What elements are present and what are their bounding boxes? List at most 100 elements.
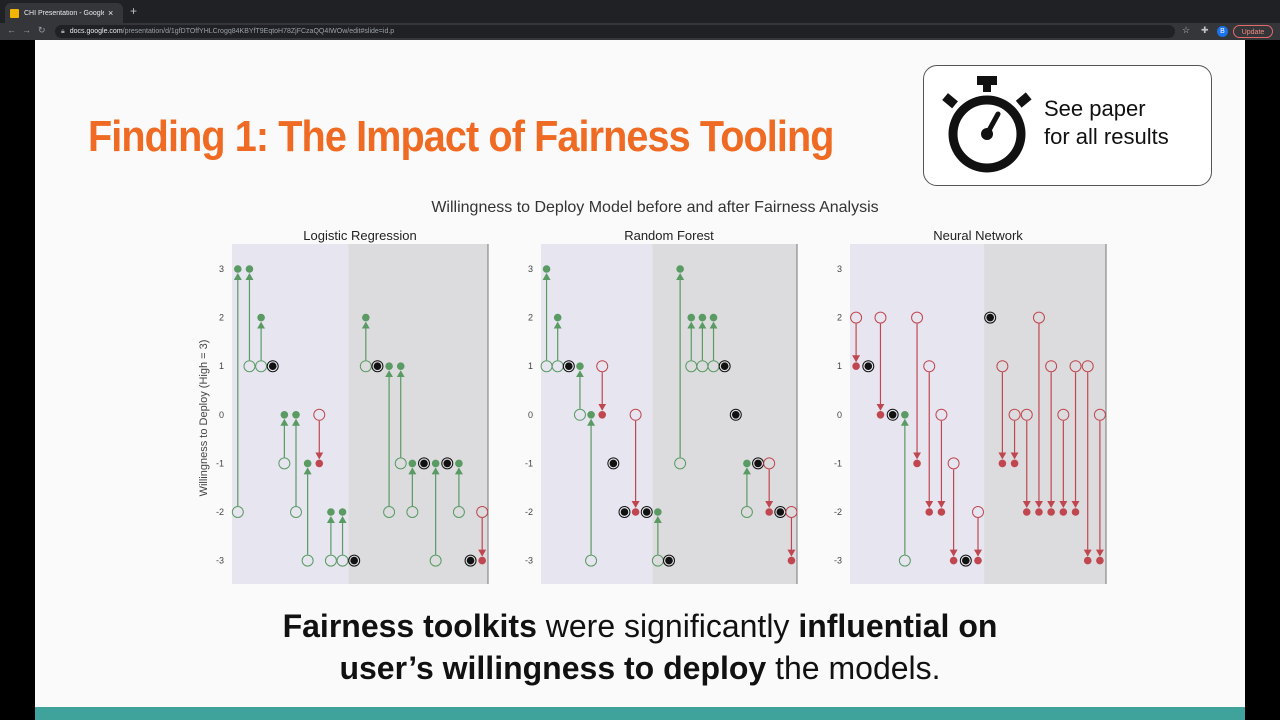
after-marker	[754, 459, 762, 468]
after-marker	[443, 459, 452, 468]
after-marker	[466, 556, 475, 565]
slide-title: Finding 1: The Impact of Fairness Toolin…	[88, 112, 834, 161]
before-marker	[301, 554, 314, 567]
reload-icon[interactable]: ↻	[38, 25, 46, 35]
before-marker	[313, 408, 326, 421]
callout-line-1: See paper	[1044, 96, 1146, 121]
before-marker	[266, 360, 279, 373]
after-marker	[787, 556, 796, 565]
close-tab-icon[interactable]: ×	[108, 8, 114, 18]
after-marker	[1010, 459, 1019, 468]
before-marker	[886, 408, 899, 421]
star-icon[interactable]: ☆	[1182, 25, 1191, 35]
after-marker	[709, 313, 718, 322]
after-marker	[245, 265, 254, 273]
new-tab-icon[interactable]: +	[130, 4, 138, 18]
y-tick-label: -1	[525, 458, 533, 468]
before-marker	[476, 506, 489, 518]
after-marker	[620, 508, 629, 516]
before-marker	[429, 554, 442, 567]
update-button[interactable]: Update	[1233, 25, 1273, 38]
after-marker	[998, 459, 1007, 468]
panel-background-shaded	[652, 244, 797, 584]
y-tick-label: -3	[525, 556, 533, 566]
slides-favicon-icon	[10, 8, 19, 18]
willingness-chart: Willingness to Deploy Model before and a…	[198, 199, 1107, 584]
browser-tab[interactable]: CHI Presentation - Google Sli ×	[5, 3, 123, 23]
before-marker	[850, 311, 863, 324]
before-marker	[371, 360, 384, 373]
before-marker	[336, 554, 349, 567]
browser-toolbar: ← → ↻ 🔒︎ docs.google.com/presentation/d/…	[0, 23, 1280, 40]
panel-title: Logistic Regression	[303, 228, 416, 243]
y-tick-label: 1	[837, 361, 842, 371]
y-tick-label: 3	[837, 264, 842, 274]
after-marker	[431, 459, 440, 468]
caption-line-2: user’s willingness to deploy the models.	[35, 647, 1245, 689]
slide: Finding 1: The Impact of Fairness Toolin…	[35, 40, 1245, 720]
before-marker	[898, 554, 911, 567]
after-marker	[576, 362, 584, 370]
before-marker	[231, 506, 244, 518]
callout-box: See paper for all results	[923, 65, 1212, 186]
before-marker	[406, 506, 419, 518]
footer-bar	[35, 707, 1245, 720]
after-marker	[303, 459, 312, 468]
url-host: docs.google.com	[69, 28, 123, 35]
before-marker	[996, 360, 1009, 373]
after-marker	[654, 508, 662, 516]
after-marker	[1096, 556, 1104, 565]
before-marker	[278, 457, 291, 470]
before-marker	[874, 311, 887, 324]
stopwatch-icon	[942, 76, 1032, 173]
after-marker	[864, 362, 873, 370]
before-marker	[1020, 408, 1033, 421]
after-marker	[315, 459, 324, 468]
forward-icon[interactable]: →	[22, 25, 31, 35]
caption-plain-2: the models.	[766, 650, 941, 686]
y-tick-label: 2	[219, 313, 224, 323]
before-marker	[452, 506, 465, 518]
before-marker	[596, 360, 609, 373]
before-marker	[464, 554, 477, 567]
y-tick-label: 0	[528, 410, 533, 420]
after-marker	[1059, 508, 1068, 516]
before-marker	[383, 506, 396, 518]
before-marker	[959, 554, 972, 567]
after-marker	[876, 411, 885, 419]
y-tick-label: 0	[837, 410, 842, 420]
caption-bold-1: Fairness toolkits	[282, 608, 537, 644]
back-icon[interactable]: ←	[7, 25, 16, 35]
y-tick-label: 3	[528, 264, 533, 274]
before-marker	[290, 506, 302, 518]
before-marker	[618, 506, 631, 518]
after-marker	[609, 459, 618, 468]
after-marker	[1022, 508, 1031, 516]
after-marker	[396, 362, 405, 370]
lock-icon: 🔒︎	[61, 27, 65, 35]
extensions-icon[interactable]: ✚	[1201, 25, 1209, 35]
before-marker	[785, 506, 798, 518]
before-marker	[1093, 408, 1106, 421]
y-tick-label: -2	[834, 507, 842, 517]
y-tick-label: 1	[219, 361, 224, 371]
after-marker	[852, 362, 860, 370]
url-text: docs.google.com/presentation/d/1gfDTOffY…	[70, 28, 394, 35]
avatar[interactable]: B	[1217, 26, 1228, 37]
y-tick-label: -2	[216, 507, 224, 517]
before-marker	[243, 360, 256, 373]
before-marker	[718, 360, 731, 373]
before-marker	[763, 457, 776, 470]
address-bar[interactable]: 🔒︎ docs.google.com/presentation/d/1gfDTO…	[55, 25, 1175, 38]
before-marker	[972, 506, 984, 518]
before-marker	[674, 457, 687, 470]
after-marker	[743, 459, 751, 468]
after-marker	[268, 362, 277, 370]
y-tick-label: -3	[834, 556, 842, 566]
after-marker	[949, 556, 958, 565]
before-marker	[573, 408, 586, 421]
before-marker	[740, 506, 753, 518]
panel-title: Neural Network	[933, 228, 1023, 243]
panel-background-shaded	[984, 244, 1106, 584]
after-marker	[327, 508, 335, 516]
